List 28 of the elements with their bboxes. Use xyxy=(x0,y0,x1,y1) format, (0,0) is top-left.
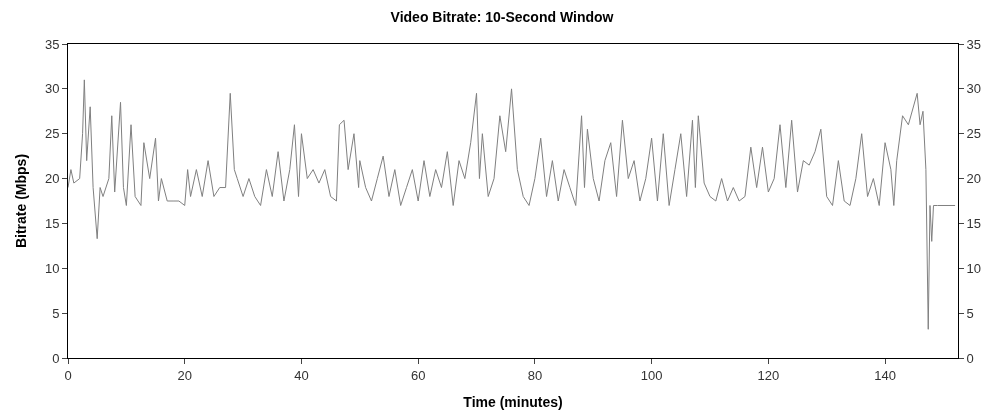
x-tick-label: 20 xyxy=(177,367,192,383)
x-tick-label: 140 xyxy=(874,367,896,383)
y-tick-label: 30 xyxy=(44,81,60,97)
x-tick-label: 60 xyxy=(410,367,426,383)
y-tick-label: 25 xyxy=(44,126,60,142)
x-tick-label: 40 xyxy=(294,367,309,383)
y-tick-label: 10 xyxy=(44,260,60,276)
y2-tick-label: 30 xyxy=(966,81,982,97)
x-tick-label: 120 xyxy=(757,367,780,383)
y2-tick-label: 5 xyxy=(966,305,974,321)
y-tick-label: 15 xyxy=(44,215,60,231)
x-tick-label: 0 xyxy=(64,367,72,383)
x-tick-label: 80 xyxy=(527,367,543,383)
y2-tick-label: 20 xyxy=(966,171,982,187)
chart-title: Video Bitrate: 10-Second Window xyxy=(390,9,614,26)
y2-tick-label: 25 xyxy=(966,126,982,142)
y2-tick-label: 15 xyxy=(966,215,982,231)
y2-tick-label: 0 xyxy=(966,350,974,366)
y2-tick-label: 10 xyxy=(966,260,982,276)
y2-tick-label: 35 xyxy=(966,36,982,52)
y-tick-label: 35 xyxy=(44,36,60,52)
y-tick-label: 5 xyxy=(52,305,60,321)
x-tick-label: 100 xyxy=(640,367,663,383)
x-axis-title: Time (minutes) xyxy=(463,393,563,410)
line-series xyxy=(68,79,956,330)
y-tick-label: 0 xyxy=(52,350,60,366)
y-tick-label: 20 xyxy=(44,171,60,187)
y-axis-title: Bitrate (Mbps) xyxy=(12,153,29,249)
